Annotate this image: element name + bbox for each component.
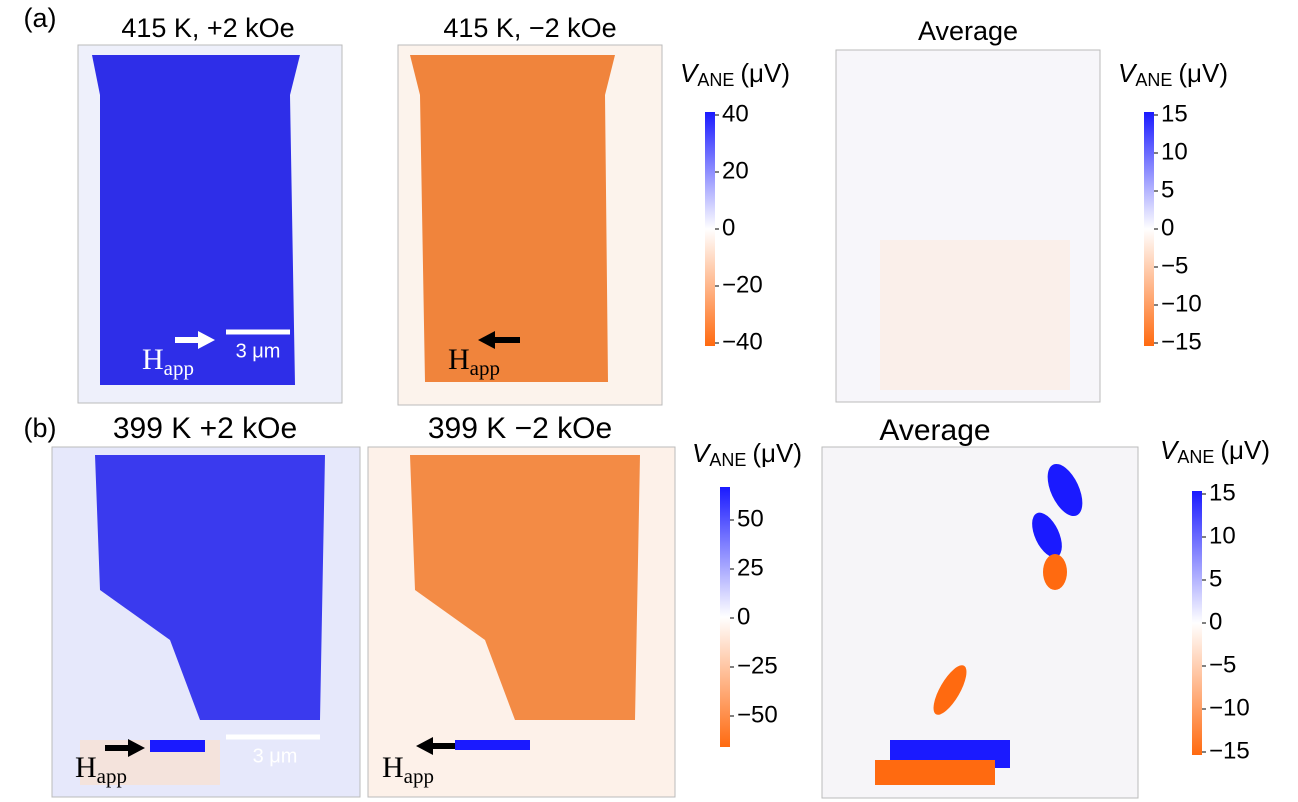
subscript: ANE xyxy=(1135,70,1172,90)
subscript: ANE xyxy=(697,70,734,90)
arrow xyxy=(416,737,455,755)
colorbar-tick-label: 10 xyxy=(1161,138,1188,165)
colorbar-label: VANE (μV) xyxy=(692,438,802,470)
colorbar-tick-label: 40 xyxy=(722,100,749,127)
colorbar-tick-label: −5 xyxy=(1209,651,1236,678)
arrow xyxy=(175,331,215,349)
panel-title: 399 K −2 kOe xyxy=(428,412,612,445)
colorbar-tick-label: 5 xyxy=(1161,176,1174,203)
arrow xyxy=(105,739,145,757)
colorbar-tick-label: −25 xyxy=(737,652,778,679)
panel-title: 415 K, +2 kOe xyxy=(121,13,294,43)
subscript: app xyxy=(470,356,500,380)
panel-title: Average xyxy=(918,16,1018,46)
field-label: Happ xyxy=(382,751,434,788)
colorbar-tick-label: −50 xyxy=(737,701,778,728)
colorbar-tick-label: 5 xyxy=(1209,565,1222,592)
symbol: H xyxy=(382,751,404,784)
symbol: V xyxy=(1160,435,1180,465)
unit: (μV) xyxy=(752,438,802,468)
colorbar-tick-label: 15 xyxy=(1209,479,1236,506)
colorbar-tick-label: 15 xyxy=(1161,100,1188,127)
subscript: app xyxy=(404,764,434,788)
panel-title: 399 K +2 kOe xyxy=(113,412,297,445)
field-label: Happ xyxy=(75,751,127,788)
colorbar-tick-label: −10 xyxy=(1161,290,1202,317)
image-b3 xyxy=(821,446,1139,799)
field-label: Happ xyxy=(448,343,500,380)
colorbar-tick-label: 50 xyxy=(737,505,764,532)
symbol: H xyxy=(448,343,470,376)
image-a3 xyxy=(835,49,1101,403)
colorbar-tick-label: −40 xyxy=(722,328,763,355)
subscript: ANE xyxy=(709,450,746,470)
unit: (μV) xyxy=(740,58,790,88)
panel-label: (b) xyxy=(24,413,57,443)
field-label: Happ xyxy=(142,343,194,380)
colorbar xyxy=(705,112,715,346)
image-a2 xyxy=(397,44,663,406)
colorbar-tick-label: 25 xyxy=(737,554,764,581)
colorbar xyxy=(1144,112,1154,346)
scale-label: 3 μm xyxy=(253,745,298,767)
unit: (μV) xyxy=(1220,435,1270,465)
symbol: H xyxy=(142,343,164,376)
subscript: app xyxy=(97,764,127,788)
colorbar xyxy=(720,487,730,747)
image-a1 xyxy=(77,44,343,404)
symbol: V xyxy=(1118,58,1138,88)
image-b2 xyxy=(367,446,676,798)
panel-title: 415 K, −2 kOe xyxy=(443,13,616,43)
image-b1 xyxy=(51,446,361,798)
colorbar-tick-label: −10 xyxy=(1209,694,1250,721)
colorbar-tick-label: 10 xyxy=(1209,522,1236,549)
panel-title: Average xyxy=(879,414,990,447)
panel-label: (a) xyxy=(24,3,57,33)
scale-label: 3 μm xyxy=(236,340,281,362)
colorbar-label: VANE (μV) xyxy=(1160,435,1270,467)
unit: (μV) xyxy=(1178,58,1228,88)
colorbar-tick-label: −5 xyxy=(1161,252,1188,279)
colorbar-tick-label: 0 xyxy=(722,214,735,241)
arrow xyxy=(478,331,520,349)
colorbar-tick-label: 0 xyxy=(1161,214,1174,241)
subscript: ANE xyxy=(1177,447,1214,467)
subscript: app xyxy=(164,356,194,380)
colorbar-label: VANE (μV) xyxy=(1118,58,1228,90)
colorbar xyxy=(1192,491,1202,755)
symbol: H xyxy=(75,751,97,784)
colorbar-tick-label: −20 xyxy=(722,271,763,298)
colorbar-tick-label: −15 xyxy=(1161,328,1202,355)
colorbar-tick-label: −15 xyxy=(1209,737,1250,764)
colorbar-tick-label: 0 xyxy=(737,603,750,630)
symbol: V xyxy=(692,438,712,468)
colorbar-tick-label: 0 xyxy=(1209,608,1222,635)
symbol: V xyxy=(680,58,700,88)
colorbar-label: VANE (μV) xyxy=(680,58,790,90)
colorbar-tick-label: 20 xyxy=(722,157,749,184)
